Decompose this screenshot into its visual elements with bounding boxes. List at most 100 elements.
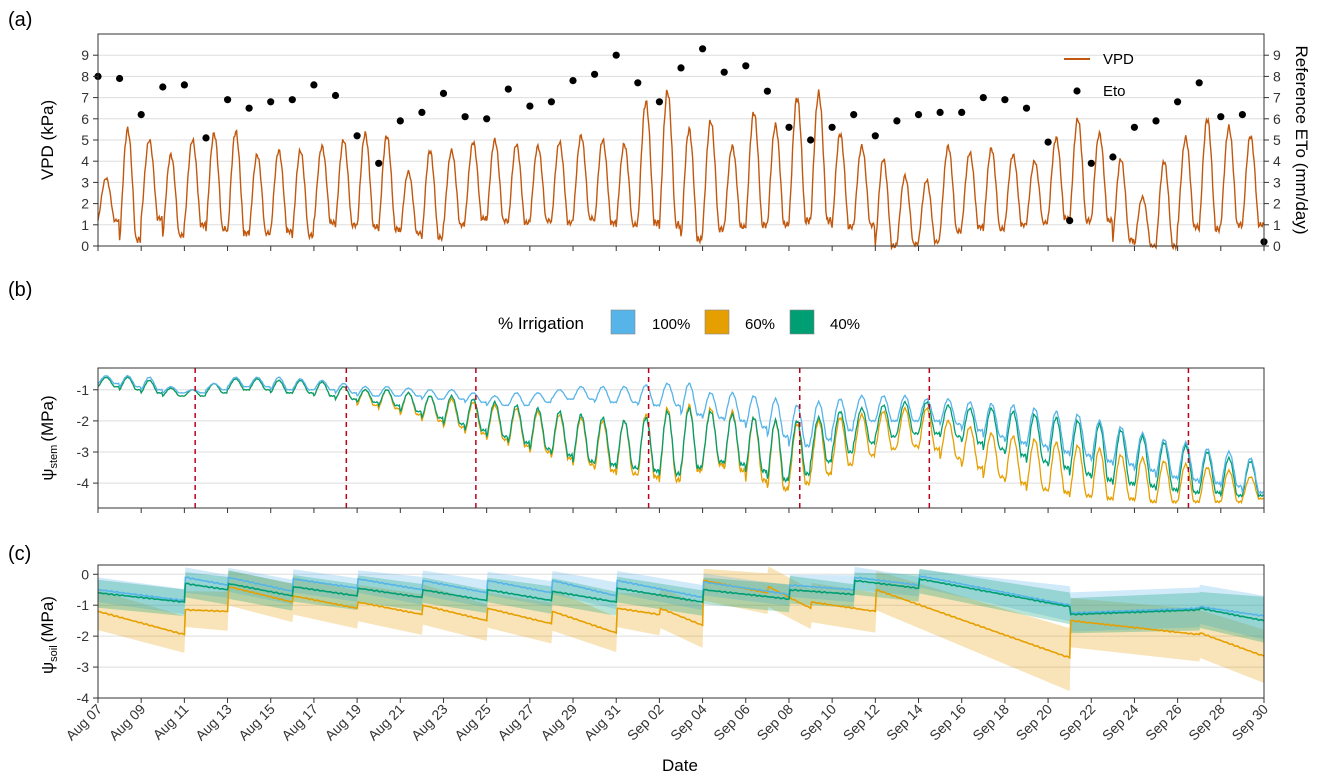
eto-point <box>396 117 404 125</box>
x-axis-tick-labels: Aug 07 Aug 09 Aug 11 Aug 13 Aug 15 Aug 17 Aug … <box>62 701 1271 744</box>
stem-line-100 <box>97 374 1264 495</box>
panel-c-ytick-label: -4 <box>77 690 90 706</box>
panel-a-left-ytick-label: 2 <box>81 196 89 212</box>
eto-point <box>1022 104 1031 112</box>
panel-b-legend: % Irrigation 100% 60% 40% <box>498 309 860 335</box>
x-tick-label: Sep 28 <box>1185 701 1228 744</box>
eto-point <box>245 104 253 112</box>
soil-band-100 <box>98 566 1264 640</box>
panel-c-ytick-label: -3 <box>77 659 90 675</box>
panel-b-ylabel-psi: ψ <box>38 469 57 481</box>
legend-label-60: 60% <box>745 316 775 333</box>
x-tick-label: Sep 22 <box>1056 701 1099 744</box>
eto-point <box>331 91 340 100</box>
legend-label-40: 40% <box>830 316 860 333</box>
panel-c-ylabel-sub: soil <box>48 645 60 662</box>
eto-point <box>591 70 599 78</box>
panel-c-plot: -4 -3 -2 -1 0 <box>77 564 1265 706</box>
eto-point <box>1238 111 1246 119</box>
eto-point <box>936 108 944 116</box>
eto-point <box>526 102 534 110</box>
x-tick-label: Aug 31 <box>581 701 624 744</box>
panel-c-ytick-label: -2 <box>77 628 90 644</box>
panel-a-left-ytick-label: 3 <box>81 174 89 190</box>
eto-point <box>375 159 383 167</box>
panel-c-ytick-label: 0 <box>81 566 89 582</box>
panel-a-axes: 0 1 2 3 4 5 6 7 8 9 0 1 2 3 4 5 6 7 8 9 <box>81 33 1281 254</box>
eto-point <box>159 83 167 91</box>
stem-line-40 <box>97 376 1264 499</box>
eto-point <box>634 79 642 87</box>
x-tick-label: Aug 27 <box>494 701 537 744</box>
panel-a-left-ytick-label: 8 <box>81 68 89 84</box>
eto-point <box>1130 123 1138 131</box>
panel-c-ytick-label: -1 <box>77 597 90 613</box>
x-tick-label: Aug 21 <box>365 701 408 744</box>
eto-point <box>569 77 577 85</box>
eto-point <box>785 123 793 131</box>
panel-a-right-ytick-label: 5 <box>1273 132 1281 148</box>
panel-a-left-ytick-label: 4 <box>81 153 89 169</box>
eto-point <box>1087 159 1095 167</box>
x-tick-label: Aug 19 <box>322 701 365 744</box>
panel-b-label: (b) <box>8 279 32 301</box>
panel-a-label: (a) <box>8 9 32 31</box>
x-tick-label: Sep 16 <box>926 701 969 744</box>
eto-point <box>288 96 296 104</box>
eto-point <box>677 64 685 72</box>
eto-point <box>137 111 145 119</box>
x-tick-label: Aug 09 <box>106 701 149 744</box>
soil-line-40 <box>97 577 1265 622</box>
panel-b-ytick-label: -3 <box>77 444 90 460</box>
eto-point <box>1195 79 1203 87</box>
eto-point <box>267 98 275 106</box>
eto-point <box>914 111 923 119</box>
eto-point <box>958 108 966 116</box>
eto-point <box>310 81 318 89</box>
x-tick-label: Sep 02 <box>624 701 667 744</box>
eto-point <box>655 98 664 106</box>
x-tick-label: Sep 04 <box>667 701 710 744</box>
legend-vpd-label: VPD <box>1103 51 1134 68</box>
eto-point <box>893 117 901 125</box>
x-axis-title: Date <box>662 756 698 775</box>
panel-c-frame <box>97 564 1265 699</box>
legend-swatch-40 <box>789 309 815 335</box>
eto-point <box>483 115 491 123</box>
eto-point <box>1109 153 1117 161</box>
panel-b-frame <box>97 367 1265 509</box>
eto-point <box>807 136 815 144</box>
x-tick-label: Aug 13 <box>192 701 235 744</box>
x-tick-label: Aug 11 <box>150 701 192 743</box>
soil-band-60 <box>98 566 1264 692</box>
eto-point <box>742 62 750 70</box>
eto-point <box>720 68 728 76</box>
panel-b-ytick-label: -1 <box>77 382 90 398</box>
panel-a-right-ytick-label: 1 <box>1273 217 1281 233</box>
panel-b-ylabel: ψstem (MPa) <box>38 395 60 480</box>
eto-point <box>1044 138 1052 146</box>
eto-point <box>461 113 469 121</box>
x-tick-label: Sep 26 <box>1142 701 1185 744</box>
eto-point <box>828 123 836 131</box>
x-tick-label: Sep 14 <box>883 701 926 744</box>
panel-a-left-ytick-label: 1 <box>81 217 89 233</box>
eto-point <box>504 85 512 93</box>
panel-a-left-ytick-label: 7 <box>81 90 89 106</box>
x-tick-label: Aug 07 <box>62 701 105 744</box>
panel-a-right-ytick-label: 6 <box>1273 111 1281 127</box>
eto-point <box>871 132 879 140</box>
panel-a-right-ytick-label: 8 <box>1273 68 1281 84</box>
x-tick-label: Aug 29 <box>537 701 580 744</box>
eto-point <box>1066 217 1074 225</box>
legend-swatch-60 <box>704 309 730 335</box>
legend-swatch-100 <box>610 309 636 335</box>
eto-point <box>439 89 448 97</box>
panel-a-left-ytick-label: 9 <box>81 47 89 63</box>
eto-point <box>979 94 987 102</box>
eto-point <box>202 134 210 142</box>
x-tick-label: Sep 18 <box>969 701 1012 744</box>
eto-point <box>418 108 426 116</box>
stem-line-60 <box>97 376 1264 505</box>
